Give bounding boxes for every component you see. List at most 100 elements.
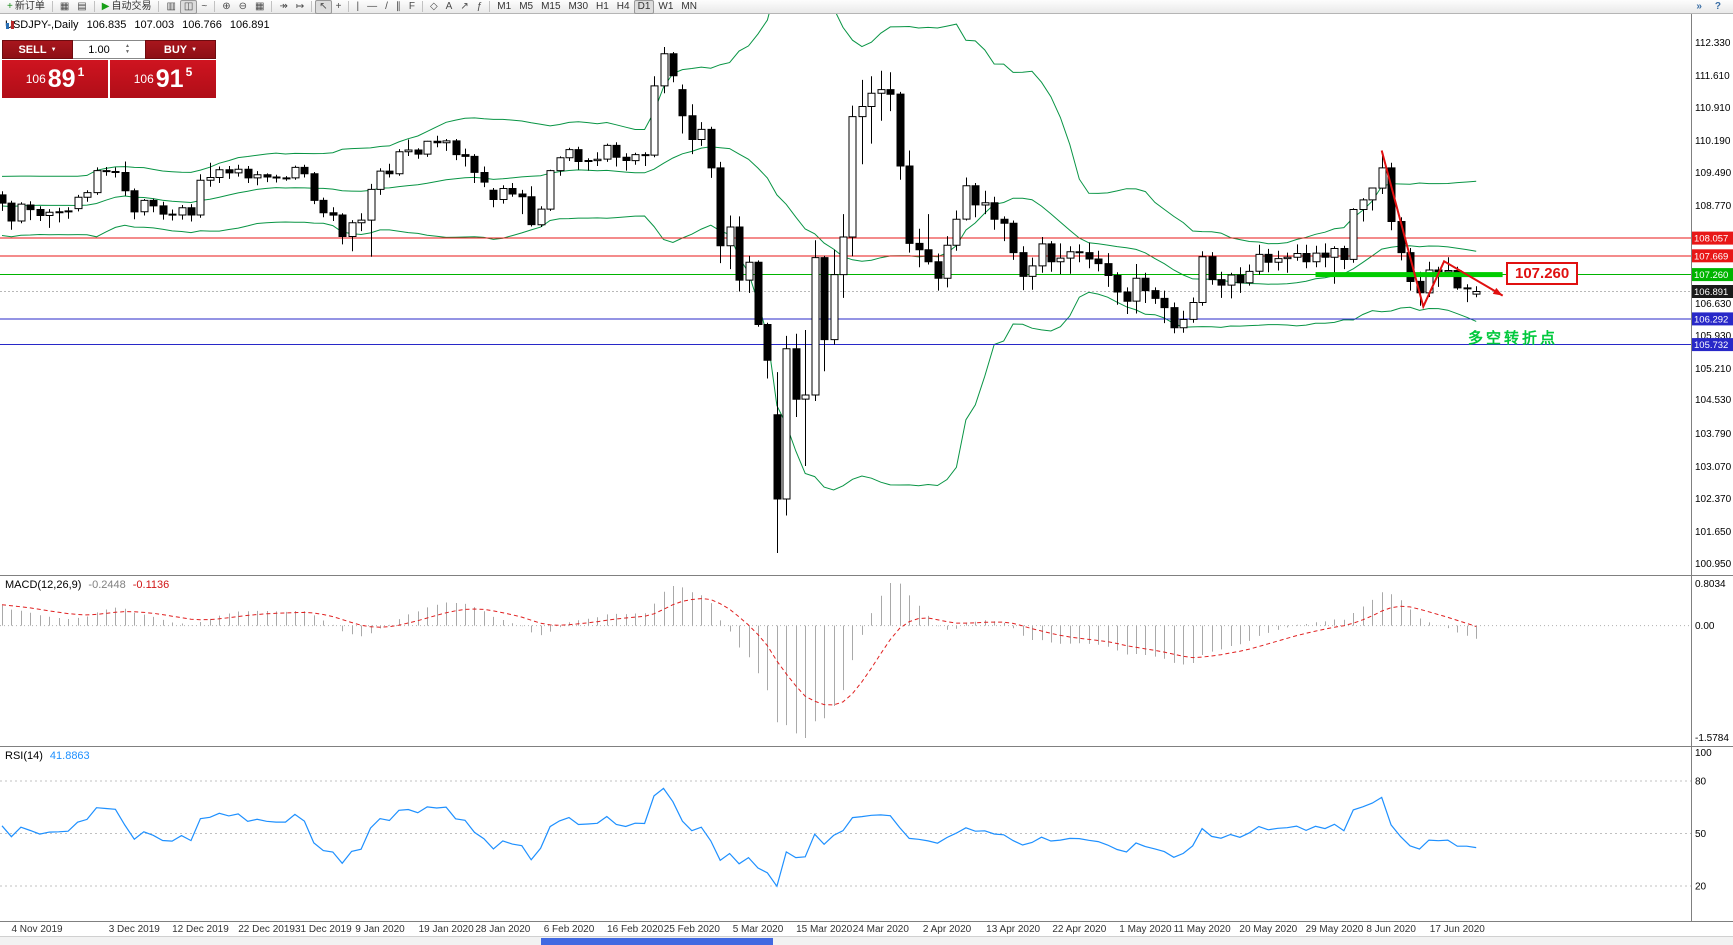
zoom-in-button[interactable]: ⊕ [218, 0, 234, 14]
timeframe-h4-label: H4 [616, 0, 630, 12]
text-label-button[interactable]: A [442, 0, 457, 14]
toolbar-separator [51, 1, 53, 12]
timeframe-h4[interactable]: H4 [613, 0, 634, 14]
profiles-button[interactable]: ▤ [73, 0, 90, 14]
price-axis-label: 104.530 [1695, 395, 1732, 406]
crosshair-button[interactable]: + [332, 0, 346, 14]
price-marker [1692, 231, 1733, 245]
zoom-out-button[interactable]: ⊖ [235, 0, 251, 14]
sell-button[interactable]: SELL ▼ [2, 40, 73, 59]
lot-spin-down-icon[interactable]: ▼ [125, 49, 130, 55]
date-axis-label: 11 May 2020 [1173, 924, 1231, 935]
line-chart-button-icon: ~ [201, 0, 208, 12]
timeframe-m5[interactable]: M5 [515, 0, 537, 14]
price-axis-label: 102.370 [1695, 494, 1732, 505]
bar-chart-button[interactable]: ▥ [162, 0, 179, 14]
timeframe-m15[interactable]: M15 [537, 0, 564, 14]
price-axis-label: 103.070 [1695, 462, 1732, 473]
date-axis-label: 9 Jan 2020 [355, 924, 405, 935]
bottom-scrollbar [0, 936, 1733, 945]
toolbar: + 新订单 ▦ ▤ ▶ 自动交易 ▥ ◫ ~ ⊕ ⊖ ▦ ↠ ↦ ↖ + | — / ∥ F ◇ A ↗ ƒ M1 M5 M15 M30… [0, 0, 1733, 14]
toolbar-separator [421, 1, 423, 12]
timeframe-d1-label: D1 [637, 0, 651, 12]
auto-scroll-button[interactable]: ↠ [275, 0, 291, 14]
symbol-period-label: USDJPY-,Daily [5, 19, 79, 31]
buy-button[interactable]: BUY ▼ [145, 40, 216, 59]
timeframe-d1[interactable]: D1 [633, 0, 655, 14]
timeframe-mn-label: MN [681, 0, 697, 12]
turning-point-annotation[interactable]: 多空转折点 [1468, 330, 1559, 347]
help-button[interactable]: ? [1711, 0, 1725, 14]
timeframe-mn[interactable]: MN [677, 0, 701, 14]
price-marker-label: 106.292 [1694, 314, 1728, 325]
horizontal-line-button[interactable]: — [363, 0, 381, 14]
shapes-button[interactable]: ◇ [426, 0, 442, 14]
sell-price-display[interactable]: 106 89 1 [2, 60, 108, 98]
buy-button-label: BUY [163, 43, 188, 56]
chart-shift-button[interactable]: ↦ [292, 0, 308, 14]
rsi-pane[interactable]: 100 80 50 20 [0, 746, 1733, 921]
price-marker-label: 107.669 [1694, 251, 1728, 262]
new-order-icon: + [7, 0, 13, 12]
vertical-line-button[interactable]: | [352, 0, 363, 14]
toolbar-overflow-button[interactable]: » [1692, 0, 1706, 14]
bollinger-upper-band [1, 14, 1477, 245]
date-axis-label: 17 Jun 2020 [1429, 924, 1485, 935]
sell-price-small: 106 [25, 72, 46, 86]
buy-price-small: 106 [133, 72, 154, 86]
lot-size-input[interactable] [73, 41, 125, 58]
rsi-line [1, 787, 1477, 888]
timeframe-m30[interactable]: M30 [565, 0, 592, 14]
rsi-value: 41.8863 [49, 750, 90, 762]
cursor-button[interactable]: ↖ [315, 0, 332, 14]
date-axis[interactable]: 4 Nov 2019 3 Dec 2019 12 Dec 2019 22 Dec 20… [0, 921, 1733, 936]
timeframe-m1-label: M1 [497, 0, 512, 12]
buy-price-sup: 5 [185, 65, 193, 79]
price-callout[interactable]: 107.260 [1506, 262, 1579, 285]
fibonacci-button[interactable]: F [405, 0, 419, 14]
timeframe-m5-label: M5 [519, 0, 534, 12]
macd-pane[interactable]: 0.8034 0.00 -1.5784 [0, 575, 1733, 746]
toolbar-overflow-button-icon: » [1696, 0, 1702, 12]
trendline-button[interactable]: / [381, 0, 392, 14]
tile-windows-button[interactable]: ▦ [251, 0, 268, 14]
macd-axis-label: -1.5784 [1695, 733, 1729, 744]
main-chart[interactable]: 112.330 111.610 110.910 110.190 109.490 108.7… [0, 14, 1733, 575]
timeframe-w1[interactable]: W1 [654, 0, 677, 14]
buy-price-display[interactable]: 106 91 5 [110, 60, 216, 98]
lot-spin-up-icon[interactable]: ▲ [125, 43, 130, 49]
sell-price-big: 89 [47, 64, 76, 93]
price-axis-label: 108.770 [1695, 201, 1732, 212]
crosshair-button-icon: + [335, 0, 342, 12]
price-marker [1692, 249, 1733, 263]
candlestick-chart-button[interactable]: ◫ [179, 0, 198, 14]
timeframe-m1[interactable]: M1 [493, 0, 515, 14]
new-chart-button-icon: ▦ [59, 0, 70, 12]
rsi-axis-label: 20 [1695, 882, 1707, 893]
line-chart-button[interactable]: ~ [197, 0, 211, 14]
date-axis-label: 22 Apr 2020 [1052, 924, 1107, 935]
macd-histogram [2, 583, 1477, 738]
date-axis-label: 3 Dec 2019 [108, 924, 160, 935]
ohlc-low: 106.766 [182, 19, 222, 31]
macd-signal-value: -0.1136 [132, 579, 170, 591]
scrollbar-thumb[interactable] [541, 938, 773, 945]
trend-arrow[interactable] [1380, 150, 1504, 310]
indicators-button[interactable]: ƒ [473, 0, 487, 14]
ohlc-close: 106.891 [229, 19, 270, 31]
auto-trading-button[interactable]: ▶ 自动交易 [98, 0, 156, 14]
price-marker-label: 107.260 [1694, 270, 1728, 281]
channel-button[interactable]: ∥ [392, 0, 405, 14]
new-chart-button[interactable]: ▦ [56, 0, 73, 14]
arrow-object-button[interactable]: ↗ [456, 0, 472, 14]
timeframe-h1[interactable]: H1 [592, 0, 613, 14]
sell-dropdown-icon[interactable]: ▼ [50, 46, 57, 53]
auto-trading-button-label: 自动交易 [111, 0, 152, 12]
candlestick-chart-button-icon: ◫ [183, 0, 194, 12]
plot-layer [0, 14, 1691, 553]
buy-dropdown-icon[interactable]: ▼ [191, 46, 198, 53]
support-highlight-bar[interactable] [1315, 272, 1503, 278]
one-click-trading-widget: SELL ▼ ▲ ▼ BUY ▼ 106 89 1 106 [2, 40, 216, 98]
new-order-button[interactable]: + 新订单 [3, 0, 49, 14]
date-axis-label: 24 Mar 2020 [852, 924, 909, 935]
